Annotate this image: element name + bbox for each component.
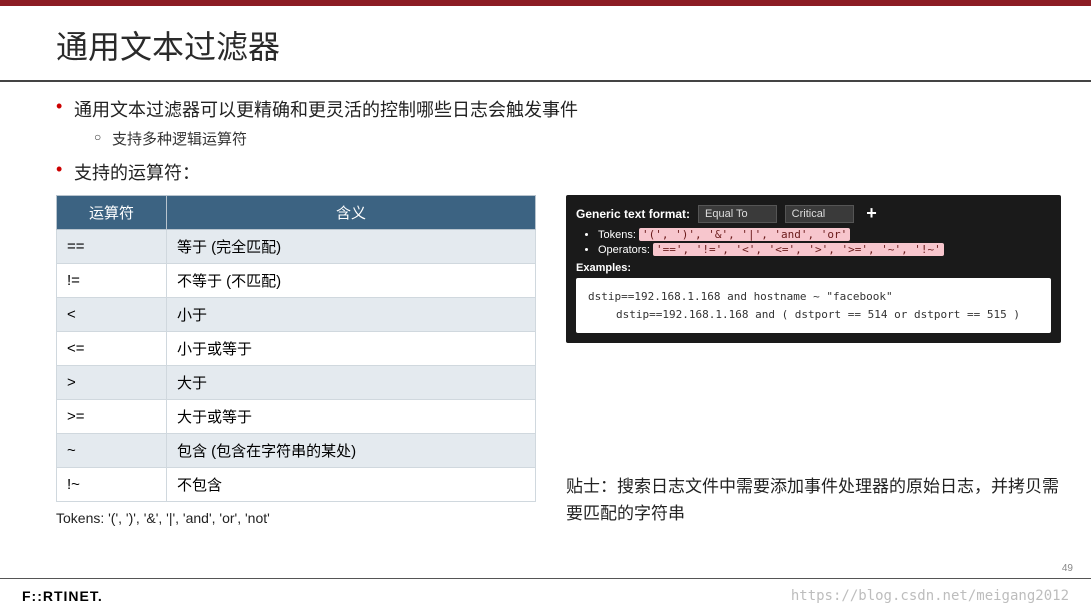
table-row: >大于 <box>57 366 536 400</box>
slide-title: 通用文本过滤器 <box>0 6 1091 80</box>
operators-value: '==', '!=', '<', '<=', '>', '>=', '~', '… <box>653 243 944 256</box>
bullet-item-1: 通用文本过滤器可以更精确和更灵活的控制哪些日志会触发事件 支持多种逻辑运算符 <box>56 96 1035 149</box>
table-header-meaning: 含义 <box>167 196 536 230</box>
tip-text: 贴士：搜索日志文件中需要添加事件处理器的原始日志，并拷贝需要匹配的字符串 <box>566 473 1061 527</box>
dropdown-equal-to[interactable]: Equal To <box>698 205 777 223</box>
tokens-line: Tokens: '(', ')', '&', '|', 'and', 'or',… <box>56 510 536 526</box>
tokens-value: '(', ')', '&', '|', 'and', 'or' <box>639 228 850 241</box>
table-header-op: 运算符 <box>57 196 167 230</box>
generic-text-format-panel: Generic text format: Equal To Critical +… <box>566 195 1061 343</box>
table-row: <=小于或等于 <box>57 332 536 366</box>
operators-table: 运算符 含义 ==等于 (完全匹配)!=不等于 (不匹配)<小于<=小于或等于>… <box>56 195 536 502</box>
right-column: Generic text format: Equal To Critical +… <box>566 195 1061 528</box>
tokens-row: Tokens: '(', ')', '&', '|', 'and', 'or' <box>598 228 1051 241</box>
table-row: !=不等于 (不匹配) <box>57 264 536 298</box>
watermark: https://blog.csdn.net/meigang2012 <box>791 588 1069 604</box>
bullet-item-2: 支持的运算符： <box>56 159 1035 185</box>
table-cell: >= <box>57 400 167 434</box>
fortinet-logo: F::RTINET. <box>22 588 103 604</box>
example-1: dstip==192.168.1.168 and hostname ~ "fac… <box>588 288 1039 306</box>
table-row: >=大于或等于 <box>57 400 536 434</box>
table-cell: != <box>57 264 167 298</box>
table-cell: ~ <box>57 434 167 468</box>
table-cell: <= <box>57 332 167 366</box>
table-row: <小于 <box>57 298 536 332</box>
format-label: Generic text format: <box>576 207 690 221</box>
table-cell: > <box>57 366 167 400</box>
table-cell: < <box>57 298 167 332</box>
table-cell: !~ <box>57 468 167 502</box>
table-cell: 等于 (完全匹配) <box>167 230 536 264</box>
left-column: 运算符 含义 ==等于 (完全匹配)!=不等于 (不匹配)<小于<=小于或等于>… <box>56 195 536 528</box>
bullet-list: 通用文本过滤器可以更精确和更灵活的控制哪些日志会触发事件 支持多种逻辑运算符 支… <box>56 96 1035 185</box>
title-underline <box>0 80 1091 82</box>
table-cell: == <box>57 230 167 264</box>
footer: F::RTINET. https://blog.csdn.net/meigang… <box>0 578 1091 612</box>
bullet-text: 通用文本过滤器可以更精确和更灵活的控制哪些日志会触发事件 <box>74 100 578 120</box>
table-row: !~不包含 <box>57 468 536 502</box>
table-cell: 小于或等于 <box>167 332 536 366</box>
operators-label: Operators: <box>598 244 650 256</box>
tokens-label: Tokens: <box>598 229 636 241</box>
table-cell: 不等于 (不匹配) <box>167 264 536 298</box>
table-cell: 包含 (包含在字符串的某处) <box>167 434 536 468</box>
example-2: dstip==192.168.1.168 and ( dstport == 51… <box>588 306 1039 324</box>
table-row: ==等于 (完全匹配) <box>57 230 536 264</box>
operators-row: Operators: '==', '!=', '<', '<=', '>', '… <box>598 243 1051 256</box>
table-cell: 大于 <box>167 366 536 400</box>
table-row: ~包含 (包含在字符串的某处) <box>57 434 536 468</box>
table-cell: 不包含 <box>167 468 536 502</box>
page-number: 49 <box>1062 563 1073 574</box>
examples-block: dstip==192.168.1.168 and hostname ~ "fac… <box>576 278 1051 333</box>
content-area: 通用文本过滤器可以更精确和更灵活的控制哪些日志会触发事件 支持多种逻辑运算符 支… <box>0 96 1091 528</box>
table-cell: 大于或等于 <box>167 400 536 434</box>
dropdown-critical[interactable]: Critical <box>785 205 855 223</box>
table-cell: 小于 <box>167 298 536 332</box>
examples-label: Examples: <box>576 262 1051 274</box>
add-icon[interactable]: + <box>866 203 877 224</box>
sub-bullet: 支持多种逻辑运算符 <box>74 128 1035 149</box>
